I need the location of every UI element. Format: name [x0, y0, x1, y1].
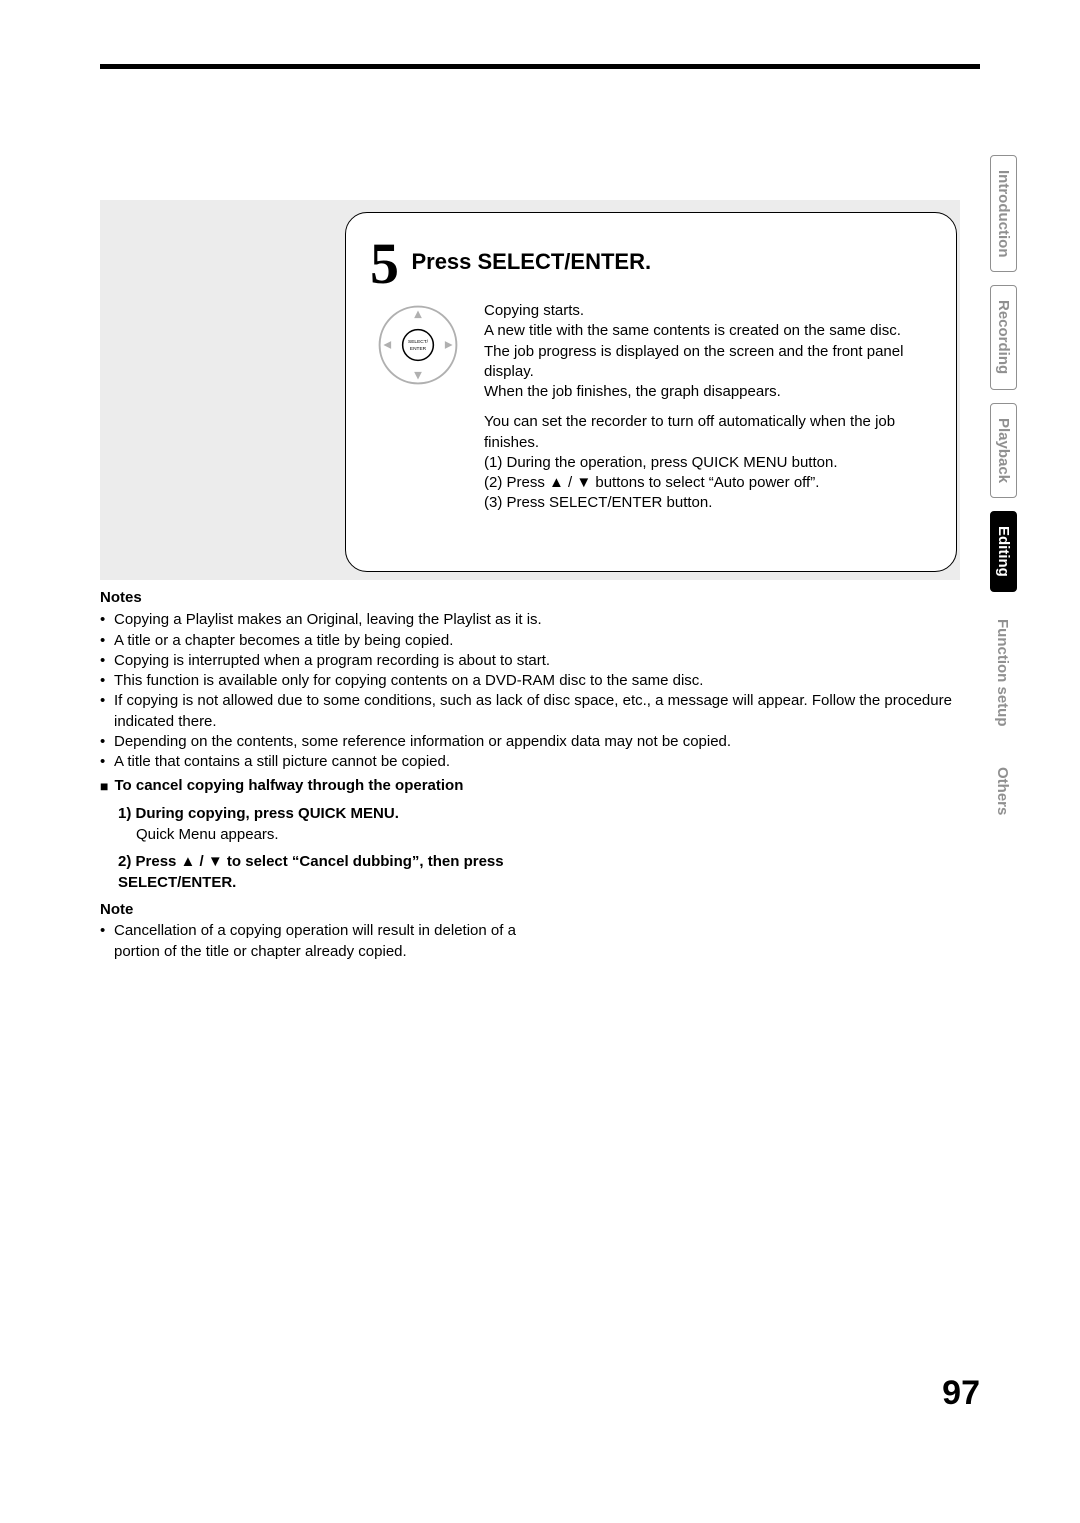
square-bullet-icon: ■ [100, 777, 108, 797]
cancel-step-1: 1) During copying, press QUICK MENU. Qui… [118, 803, 560, 845]
step-para-2: You can set the recorder to turn off aut… [484, 412, 934, 513]
page: 5 Press SELECT/ENTER. SELECT/ ENTER [0, 0, 1080, 1523]
side-tabs: Introduction Recording Playback Editing … [990, 155, 1020, 842]
tab-editing[interactable]: Editing [990, 511, 1017, 592]
note-item: •Copying is interrupted when a program r… [100, 651, 960, 671]
step-number: 5 [370, 235, 399, 293]
notes-section: Notes •Copying a Playlist makes an Origi… [100, 588, 960, 772]
top-rule [100, 64, 980, 69]
notes-heading: Notes [100, 588, 960, 608]
cancel-step-2: 2) Press ▲ / ▼ to select “Cancel dubbing… [118, 851, 560, 893]
note-item: •Copying a Playlist makes an Original, l… [100, 610, 960, 630]
note-item: •Depending on the contents, some referen… [100, 732, 960, 752]
tab-introduction[interactable]: Introduction [990, 155, 1017, 272]
tab-recording[interactable]: Recording [990, 285, 1017, 389]
tab-others[interactable]: Others [990, 753, 1015, 829]
page-number: 97 [942, 1374, 980, 1413]
note2-heading: Note [100, 899, 560, 920]
note2-item: •Cancellation of a copying operation wil… [100, 920, 560, 962]
cancel-heading: ■ To cancel copying halfway through the … [100, 775, 560, 797]
svg-text:SELECT/: SELECT/ [408, 339, 429, 345]
note-item: •If copying is not allowed due to some c… [100, 691, 960, 732]
step-body: SELECT/ ENTER Copying starts. A new titl… [370, 301, 934, 524]
note-item: •A title or a chapter becomes a title by… [100, 631, 960, 651]
tab-playback[interactable]: Playback [990, 403, 1017, 498]
note-item: •A title that contains a still picture c… [100, 752, 960, 772]
step-box: 5 Press SELECT/ENTER. SELECT/ ENTER [345, 212, 957, 572]
step-text: Copying starts. A new title with the sam… [484, 301, 934, 524]
svg-text:ENTER: ENTER [410, 346, 427, 352]
cancel-section: ■ To cancel copying halfway through the … [100, 775, 560, 962]
step-title: Press SELECT/ENTER. [411, 249, 651, 275]
select-enter-remote-icon: SELECT/ ENTER [370, 301, 466, 394]
note-item: •This function is available only for cop… [100, 671, 960, 691]
tab-function-setup[interactable]: Function setup [990, 605, 1015, 741]
step-para-1: Copying starts. A new title with the sam… [484, 301, 934, 402]
